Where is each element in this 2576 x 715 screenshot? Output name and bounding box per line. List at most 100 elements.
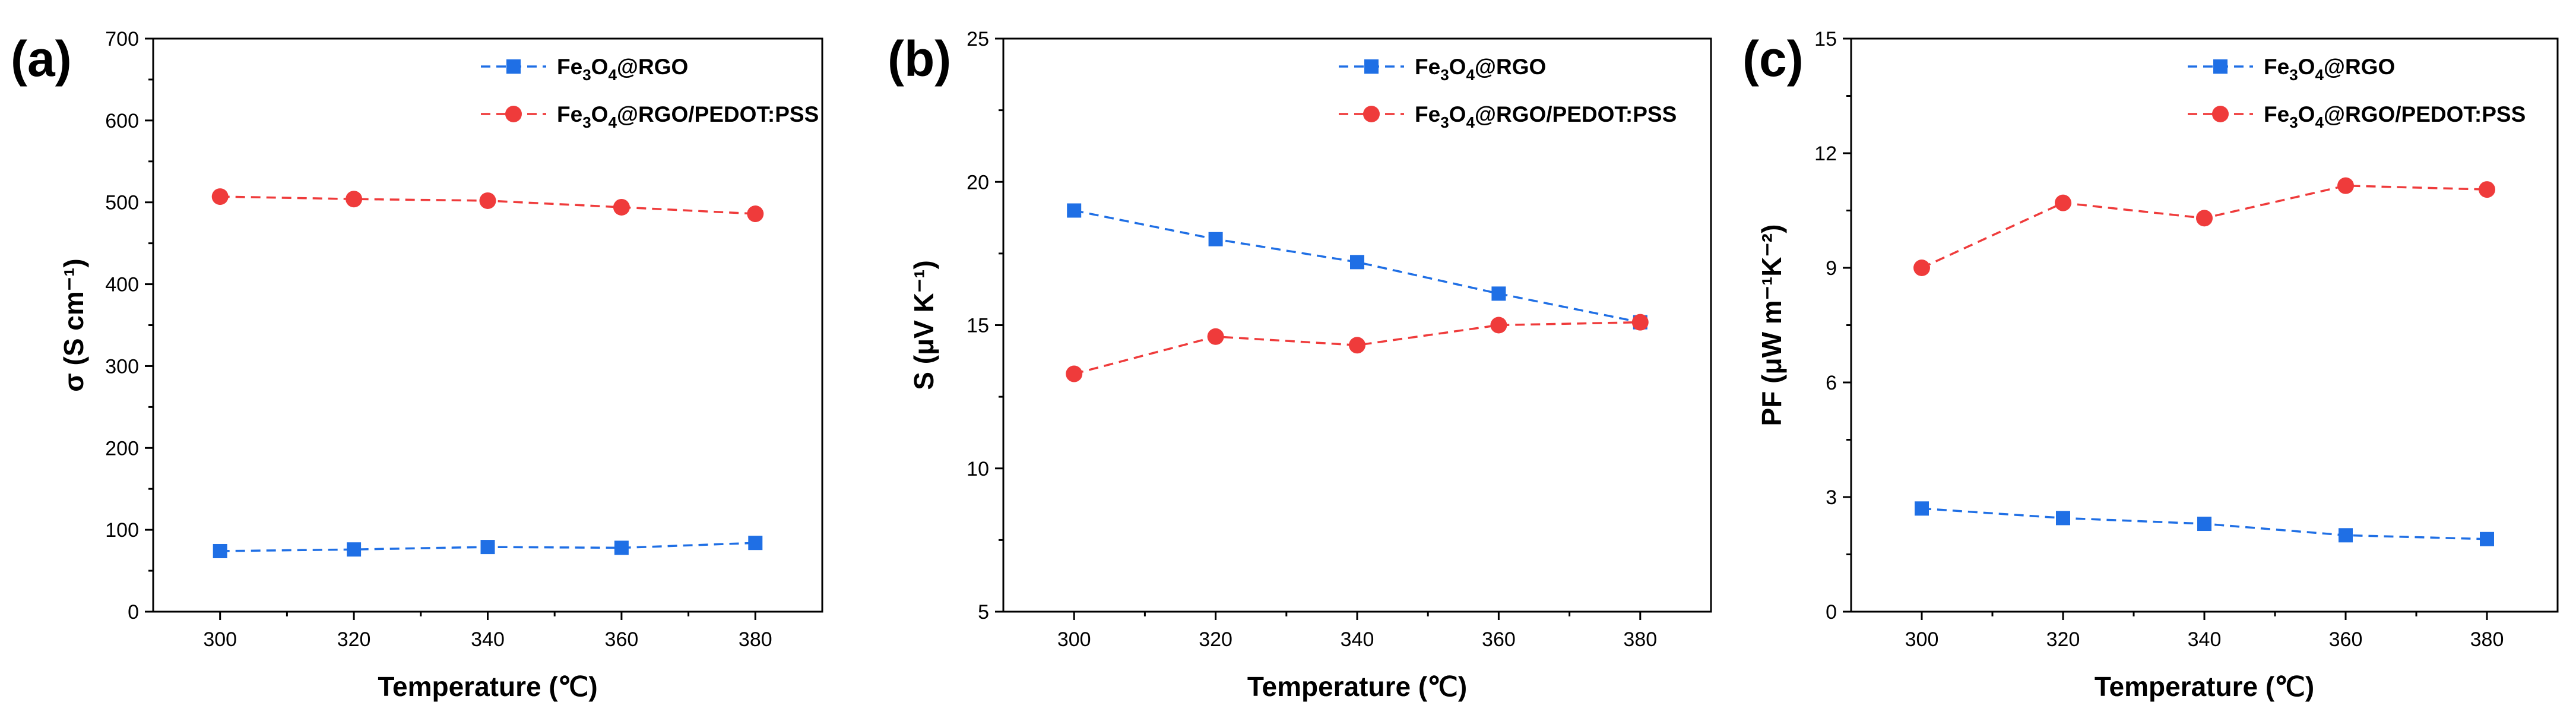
legend-label-part: @RGO — [1475, 55, 1546, 79]
legend-entry: Fe3O4@RGO/PEDOT:PSS — [1339, 102, 1677, 131]
data-point — [1349, 337, 1365, 354]
x-axis-title: Temperature (℃) — [378, 671, 597, 702]
y-tick-label: 600 — [105, 110, 139, 132]
legend-label-part: Fe — [557, 102, 582, 126]
y-tick-label: 5 — [978, 601, 989, 624]
series-fe3o4-rgo — [213, 536, 763, 558]
data-point — [346, 191, 363, 208]
legend-label-part: 3 — [2289, 113, 2298, 131]
data-point — [211, 188, 229, 205]
legend-label-part: Fe — [2264, 55, 2289, 79]
legend-marker — [506, 59, 521, 74]
series-fe3o4-rgo — [1067, 203, 1647, 330]
data-point — [613, 198, 630, 216]
x-tick-label: 360 — [2329, 628, 2363, 651]
data-point — [1067, 203, 1082, 218]
legend-label-part: 3 — [1440, 66, 1449, 84]
legend-label-part: @RGO/PEDOT:PSS — [1475, 102, 1677, 126]
legend-label-part: @RGO — [617, 55, 688, 79]
data-point — [2197, 517, 2211, 531]
legend-label-part: 4 — [1466, 113, 1475, 131]
data-point — [1631, 314, 1649, 331]
series-fe3o4-rgo-pedot-pss — [211, 188, 764, 223]
legend-label-part: 4 — [608, 113, 617, 131]
y-tick-label: 200 — [105, 437, 139, 460]
series-fe3o4-rgo-pedot-pss — [1913, 177, 2495, 276]
data-point — [1350, 255, 1364, 270]
series-fe3o4-rgo — [1915, 501, 2494, 546]
chart-panel-2: 300 320 340 360 380 5 10 15 20 25 Temperature (℃) S… — [888, 28, 1712, 702]
data-point — [2339, 528, 2353, 543]
data-point — [1066, 365, 1083, 382]
data-point — [2479, 181, 2495, 198]
legend-label-part: O — [591, 55, 609, 79]
data-point — [2337, 177, 2354, 194]
legend-label-part: O — [1449, 102, 1466, 126]
legend-label-part: O — [2298, 102, 2315, 126]
y-tick-label: 15 — [1814, 28, 1837, 50]
legend-label-part: @RGO/PEDOT:PSS — [2324, 102, 2526, 126]
data-point — [2480, 531, 2494, 546]
data-point — [2056, 511, 2070, 526]
data-point — [2196, 210, 2213, 227]
panel-label: (b) — [888, 31, 951, 87]
panel-label: (a) — [11, 31, 72, 87]
data-point — [2055, 194, 2071, 211]
y-tick-label: 0 — [1826, 601, 1837, 624]
y-tick-label: 6 — [1826, 372, 1837, 394]
data-point — [1490, 317, 1507, 334]
legend-label: Fe3O4@RGO — [1415, 55, 1546, 84]
series-line — [1921, 184, 2488, 269]
x-tick-label: 320 — [337, 628, 371, 651]
data-point — [614, 540, 629, 555]
y-tick-label: 3 — [1826, 486, 1837, 509]
legend-label-part: 3 — [2289, 66, 2298, 84]
data-point — [347, 542, 362, 557]
y-tick-label: 15 — [967, 315, 989, 337]
data-point — [1913, 260, 1930, 276]
legend-label-part: 4 — [2315, 113, 2324, 131]
x-tick-label: 360 — [605, 628, 639, 651]
data-point — [1208, 232, 1223, 246]
y-tick-label: 20 — [967, 171, 989, 194]
y-tick-label: 400 — [105, 274, 139, 296]
series-line — [1073, 321, 1640, 375]
chart-panel-1: 300 320 340 360 380 0 100 200 300 400 500 600 700 Tem… — [11, 28, 823, 702]
x-tick-label: 340 — [471, 628, 505, 651]
legend-label-part: 4 — [2315, 66, 2324, 84]
data-point — [479, 192, 496, 209]
legend-entry: Fe3O4@RGO/PEDOT:PSS — [481, 102, 819, 131]
legend-label-part: 3 — [582, 113, 591, 131]
panel-label: (c) — [1742, 31, 1804, 87]
legend-marker — [2213, 59, 2228, 74]
data-point — [213, 543, 227, 558]
x-axis: 300 320 340 360 380 — [1905, 612, 2504, 651]
y-axis-title: PF (μW m⁻¹K⁻²) — [1756, 224, 1787, 426]
data-point — [1915, 501, 1929, 516]
y-tick-label: 9 — [1826, 257, 1837, 280]
x-tick-label: 300 — [1905, 628, 1939, 651]
x-tick-label: 320 — [1199, 628, 1232, 651]
y-tick-label: 700 — [105, 28, 139, 50]
y-tick-label: 500 — [105, 192, 139, 214]
y-axis-title: σ (S cm⁻¹) — [58, 258, 89, 391]
legend-label-part: Fe — [557, 55, 582, 79]
legend-label-part: @RGO/PEDOT:PSS — [617, 102, 819, 126]
legend-marker — [1363, 106, 1380, 122]
legend-label-part: @RGO — [2324, 55, 2395, 79]
data-point — [748, 536, 763, 551]
y-tick-label: 10 — [967, 458, 989, 480]
y-tick-label: 300 — [105, 355, 139, 378]
y-tick-label: 25 — [967, 28, 989, 50]
legend-label-part: O — [1449, 55, 1466, 79]
y-axis: 0 100 200 300 400 500 600 700 — [105, 28, 153, 624]
legend-label: Fe3O4@RGO/PEDOT:PSS — [2264, 102, 2526, 131]
x-tick-label: 300 — [203, 628, 237, 651]
y-tick-label: 0 — [128, 601, 139, 624]
legend-label-part: 3 — [1440, 113, 1449, 131]
x-tick-label: 380 — [739, 628, 772, 651]
legend-entry: Fe3O4@RGO — [1339, 55, 1546, 84]
legend-label-part: Fe — [1415, 102, 1440, 126]
legend-marker — [2212, 106, 2229, 122]
y-axis: 0 3 6 9 12 15 — [1814, 28, 1851, 624]
